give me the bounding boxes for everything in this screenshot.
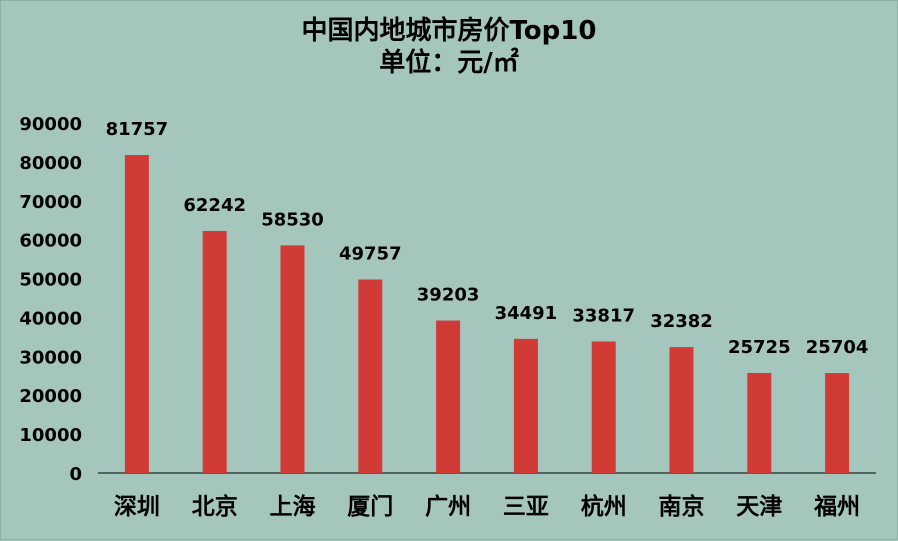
bar bbox=[436, 320, 461, 473]
y-tick-label: 90000 bbox=[19, 114, 82, 135]
data-label: 25704 bbox=[806, 337, 869, 358]
bar bbox=[202, 230, 227, 473]
y-tick-label: 50000 bbox=[19, 270, 82, 291]
data-label: 39203 bbox=[417, 285, 480, 306]
chart-title-block: 中国内地城市房价Top10 单位：元/㎡ bbox=[1, 15, 897, 79]
data-label: 25725 bbox=[728, 337, 791, 358]
x-tick-label: 福州 bbox=[813, 494, 860, 520]
x-tick-label: 北京 bbox=[192, 493, 238, 520]
chart-title: 中国内地城市房价Top10 bbox=[301, 16, 597, 46]
data-label: 58530 bbox=[261, 209, 324, 230]
bar bbox=[669, 347, 694, 473]
data-label: 32382 bbox=[650, 311, 713, 332]
data-label: 34491 bbox=[495, 303, 558, 324]
y-tick-label: 40000 bbox=[19, 308, 82, 329]
bar bbox=[280, 245, 305, 473]
chart-subtitle: 单位：元/㎡ bbox=[379, 48, 519, 78]
x-tick-label: 深圳 bbox=[114, 494, 160, 520]
bar bbox=[358, 279, 383, 473]
y-tick-label: 10000 bbox=[19, 425, 82, 446]
y-tick-label: 60000 bbox=[19, 231, 82, 252]
data-label: 33817 bbox=[572, 305, 635, 326]
x-tick-label: 南京 bbox=[659, 493, 705, 520]
y-tick-label: 80000 bbox=[19, 153, 82, 174]
data-label: 49757 bbox=[339, 244, 402, 265]
x-tick-label: 上海 bbox=[270, 493, 316, 520]
y-tick-label: 30000 bbox=[19, 347, 82, 368]
x-tick-label: 天津 bbox=[736, 493, 782, 520]
x-tick-label: 三亚 bbox=[503, 494, 549, 520]
data-label: 81757 bbox=[106, 119, 169, 140]
y-tick-label: 20000 bbox=[19, 386, 82, 407]
bar bbox=[747, 372, 772, 473]
y-tick-label: 0 bbox=[69, 464, 82, 485]
bar bbox=[513, 338, 538, 473]
bar bbox=[825, 373, 850, 473]
x-tick-label: 杭州 bbox=[581, 493, 627, 520]
data-label: 62242 bbox=[183, 195, 246, 216]
x-tick-label: 厦门 bbox=[347, 493, 393, 520]
x-tick-label: 广州 bbox=[425, 493, 471, 520]
y-tick-label: 70000 bbox=[19, 192, 82, 213]
bar bbox=[591, 341, 616, 473]
bar bbox=[124, 155, 149, 474]
